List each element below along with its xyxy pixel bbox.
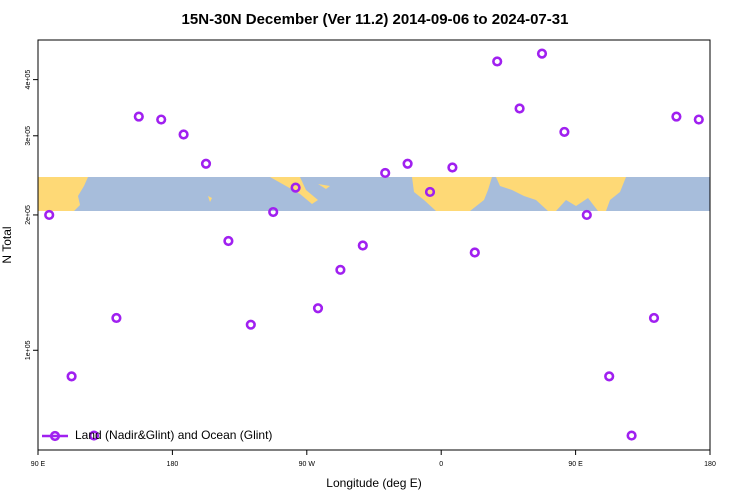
point [290, 182, 301, 193]
point [111, 312, 122, 324]
point [559, 126, 570, 138]
point [312, 303, 324, 314]
y-tick-label: 4e+05 [25, 70, 32, 90]
land [318, 184, 330, 189]
point [693, 114, 704, 125]
point [200, 158, 212, 169]
y-tick-label: 1e+05 [25, 340, 32, 360]
point [268, 206, 279, 218]
plot-frame [37, 39, 711, 451]
legend-label: Land (Nadir&Glint) and Ocean (Glint) [75, 428, 272, 442]
x-tick-label: 180 [704, 461, 716, 468]
x-tick-label: 180 [167, 461, 179, 468]
x-axis-label: Longitude (deg E) [326, 476, 421, 490]
point [514, 103, 525, 114]
point [88, 430, 100, 441]
point [604, 371, 615, 382]
y-tick-label: 2e+05 [25, 205, 32, 225]
point [178, 129, 189, 140]
point [156, 114, 167, 125]
point [581, 209, 592, 221]
point [245, 319, 256, 330]
x-tick-label: 90 E [31, 461, 46, 468]
point [357, 240, 368, 251]
point [66, 371, 77, 382]
point [469, 247, 480, 258]
point [335, 264, 346, 275]
point [671, 111, 682, 122]
x-tick-label: 90 W [299, 461, 316, 468]
point [648, 312, 660, 324]
y-tick-label: 3e+05 [25, 126, 32, 146]
point [626, 430, 637, 441]
point [380, 167, 391, 179]
point [133, 111, 144, 122]
legend-marker [49, 430, 61, 442]
point [492, 56, 503, 67]
chart-title: 15N-30N December (Ver 11.2) 2014-09-06 t… [182, 11, 569, 28]
land [38, 177, 88, 211]
point [424, 186, 436, 198]
land [496, 177, 626, 211]
x-tick-label: 90 E [568, 461, 583, 468]
map-strip [38, 177, 710, 211]
y-axis-label: N Total [0, 226, 14, 263]
point [402, 158, 413, 169]
point [447, 162, 458, 173]
point [536, 48, 548, 59]
land [412, 177, 492, 211]
point [44, 209, 55, 221]
x-tick-label: 0 [439, 461, 443, 468]
point [223, 235, 234, 247]
land [208, 196, 212, 202]
